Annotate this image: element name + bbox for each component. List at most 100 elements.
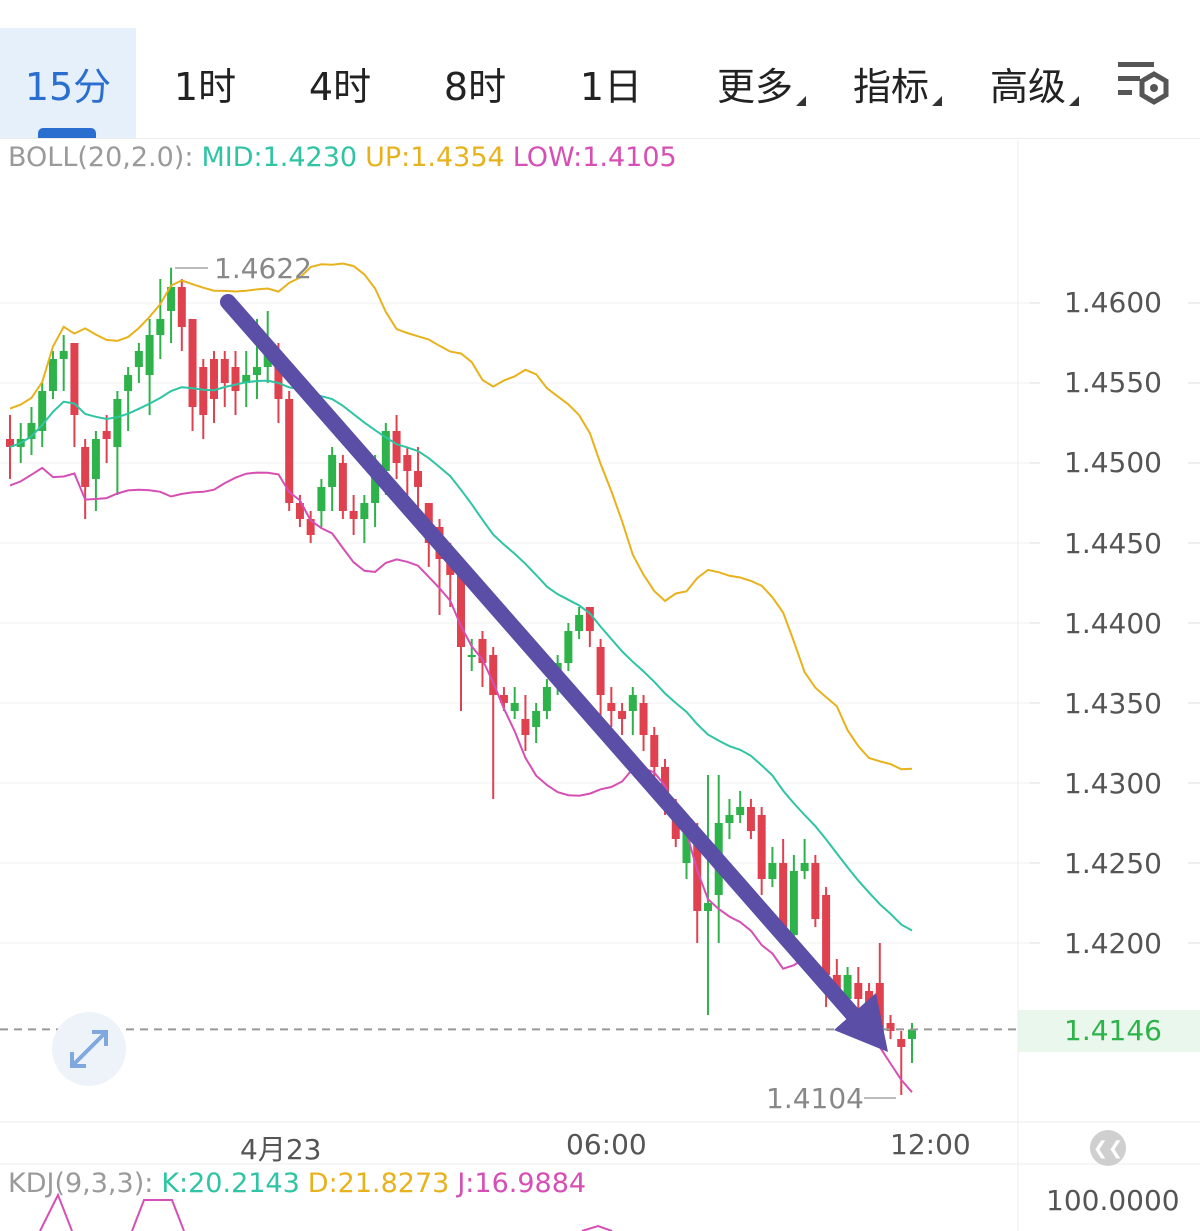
candle-body	[285, 399, 294, 503]
tab-label: 1时	[173, 64, 237, 109]
candle-body	[210, 359, 219, 399]
boll-low-value: LOW:1.4105	[512, 142, 677, 173]
candle-body	[467, 655, 476, 657]
candle-body	[875, 983, 884, 1039]
last-price-box	[1018, 1010, 1200, 1052]
tab-more[interactable]: 更多	[700, 28, 810, 138]
candle-body	[231, 367, 240, 391]
kdj-j-line	[131, 1199, 185, 1231]
candle-body	[886, 1023, 895, 1031]
candle-body	[167, 287, 176, 311]
candle-body	[317, 487, 326, 511]
boll-middle-band	[9, 379, 913, 932]
candle-body	[478, 639, 487, 663]
price-axis-label: 1.4600	[1064, 286, 1162, 319]
candle-body	[91, 439, 100, 479]
dropdown-triangle-icon	[1069, 96, 1079, 106]
candle-body	[403, 455, 412, 471]
candle-body	[789, 871, 798, 935]
tab-1h[interactable]: 1时	[150, 28, 260, 138]
scroll-to-latest-button[interactable]: ❮❮	[1090, 1130, 1126, 1166]
candle-body	[746, 807, 755, 831]
candle-body	[156, 319, 165, 335]
candle-body	[199, 367, 208, 415]
candle-body	[854, 983, 863, 999]
time-axis-label: 4月23	[240, 1133, 322, 1166]
candle-body	[27, 423, 36, 439]
candle-body	[650, 735, 659, 767]
candle-body	[177, 287, 186, 327]
candle-body	[865, 991, 874, 1007]
tab-label: 1日	[579, 64, 643, 109]
candle-body	[800, 863, 809, 871]
tab-label: 更多	[716, 64, 793, 109]
candle-body	[102, 431, 111, 439]
candle-body	[564, 631, 573, 663]
candle-body	[188, 319, 197, 407]
candle-body	[618, 711, 627, 719]
candle-body	[338, 463, 347, 511]
candle-body	[703, 903, 712, 911]
candle-body	[639, 703, 648, 735]
chart-settings-button[interactable]	[1112, 56, 1174, 112]
candle-body	[532, 711, 541, 727]
candle-body	[897, 1039, 906, 1047]
trend-arrow-shaft	[220, 294, 864, 1026]
dropdown-triangle-icon	[796, 96, 806, 106]
candle-body	[682, 831, 691, 863]
candle-body	[822, 895, 831, 975]
candle-body	[457, 575, 465, 647]
candle-body	[70, 343, 79, 415]
price-axis-label: 1.4550	[1064, 366, 1162, 399]
candle-body	[768, 863, 777, 879]
candle-body	[811, 863, 820, 919]
tab-1d[interactable]: 1日	[556, 28, 666, 138]
price-axis-label: 1.4300	[1064, 767, 1162, 800]
tab-label: 指标	[852, 64, 929, 109]
boll-lower-band	[9, 466, 913, 1093]
boll-mid-value: MID:1.4230	[201, 142, 358, 173]
time-axis-label: 06:00	[566, 1128, 647, 1161]
fullscreen-button[interactable]	[52, 1012, 126, 1086]
tab-4h[interactable]: 4时	[285, 28, 395, 138]
candle-body	[242, 375, 251, 383]
price-axis-label: 1.4500	[1064, 446, 1162, 479]
kdj-indicator-name: KDJ(9,3,3):	[8, 1168, 154, 1199]
active-tab-indicator	[38, 128, 96, 138]
candle-body	[510, 703, 519, 711]
dropdown-triangle-icon	[932, 96, 942, 106]
price-axis-label: 1.4450	[1064, 527, 1162, 560]
tab-15m[interactable]: 15分	[0, 28, 136, 138]
kdj-legend: KDJ(9,3,3): K:20.2143 D:21.8273 J:16.9884	[8, 1168, 594, 1199]
tab-label: 高级	[989, 64, 1066, 109]
candle-body	[596, 647, 605, 695]
header-divider	[0, 138, 1200, 139]
price-axis-label: 1.4350	[1064, 687, 1162, 720]
tab-indicators[interactable]: 指标	[836, 28, 946, 138]
kdj-k-value: K:20.2143	[161, 1168, 300, 1199]
tab-8h[interactable]: 8时	[420, 28, 530, 138]
candle-body	[392, 431, 401, 463]
kdj-d-value: D:21.8273	[307, 1168, 450, 1199]
candle-body	[328, 455, 337, 487]
candle-body	[757, 815, 766, 879]
candle-body	[725, 815, 734, 823]
high-price-marker: 1.4622	[214, 252, 312, 285]
kdj-j-value: J:16.9884	[457, 1168, 587, 1199]
boll-upper-band	[9, 262, 913, 771]
timeframe-tab-bar: 15分 1时 4时 8时 1日 更多 指标 高级	[0, 0, 1200, 138]
candle-body	[489, 655, 498, 695]
tab-advanced[interactable]: 高级	[973, 28, 1083, 138]
candle-body	[575, 615, 584, 631]
price-axis-label: 1.4200	[1064, 927, 1162, 960]
boll-indicator-name: BOLL(20,2.0):	[8, 142, 194, 173]
candle-body	[134, 351, 143, 367]
candle-body	[295, 503, 304, 519]
low-price-marker: 1.4104	[766, 1082, 864, 1115]
chart-settings-icon	[1118, 62, 1169, 105]
candle-body	[542, 687, 551, 711]
candle-body	[607, 703, 616, 711]
candle-body	[381, 431, 390, 471]
candle-body	[371, 471, 380, 503]
